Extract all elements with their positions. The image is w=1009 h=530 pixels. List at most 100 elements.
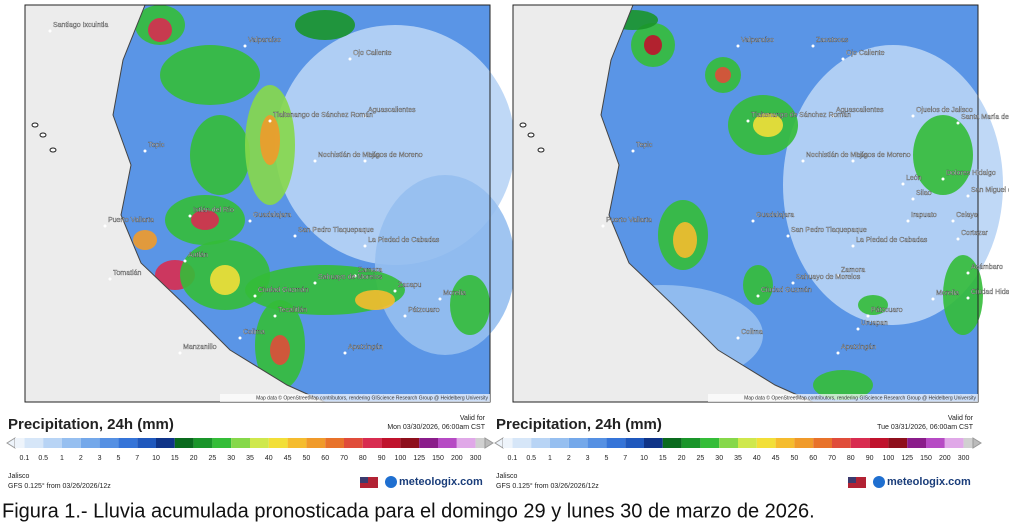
legend-swatch bbox=[344, 438, 363, 448]
legend-swatch bbox=[475, 438, 485, 448]
attribution-bg bbox=[708, 394, 978, 402]
rain-area bbox=[355, 290, 395, 310]
legend-tick: 300 bbox=[470, 455, 482, 462]
legend-swatch bbox=[325, 438, 344, 448]
legend-swatch bbox=[587, 438, 607, 448]
place-label: Ixtlán del Río bbox=[193, 207, 234, 214]
legend-tick: 5 bbox=[604, 455, 608, 462]
place-dot bbox=[343, 351, 347, 355]
place-label: La Piedad de Cabadas bbox=[368, 237, 440, 244]
attribution-bg bbox=[220, 394, 490, 402]
legend-tick: 1 bbox=[548, 455, 552, 462]
rain-area bbox=[295, 10, 355, 40]
legend-tick: 10 bbox=[152, 455, 160, 462]
place-dot bbox=[966, 296, 970, 300]
legend-tick: 25 bbox=[209, 455, 217, 462]
legend-tick: 60 bbox=[321, 455, 329, 462]
legend-swatch bbox=[756, 438, 776, 448]
place-dot bbox=[956, 237, 960, 241]
legend-swatch bbox=[362, 438, 382, 448]
place-dot bbox=[966, 271, 970, 275]
legend-swatch bbox=[438, 438, 457, 448]
place-dot bbox=[631, 149, 635, 153]
place-label: Sahuayo de Morelos bbox=[796, 274, 861, 281]
legend-swatch bbox=[512, 438, 532, 448]
place-label: Valparaíso bbox=[741, 37, 774, 44]
place-dot bbox=[363, 159, 367, 163]
rain-area bbox=[943, 255, 983, 335]
legend-swatch bbox=[681, 438, 701, 448]
place-label: Silao bbox=[916, 190, 932, 197]
rain-area bbox=[190, 115, 250, 195]
rain-area bbox=[450, 275, 490, 335]
place-dot bbox=[363, 114, 367, 118]
place-dot bbox=[601, 224, 605, 228]
legend-swatch bbox=[662, 438, 682, 448]
legend-tick: 0.5 bbox=[526, 455, 536, 462]
place-dot bbox=[791, 281, 795, 285]
legend-swatch bbox=[850, 438, 870, 448]
place-label: San Pedro Tlaquepaque bbox=[791, 227, 867, 234]
place-label: Dolores Hidalgo bbox=[946, 170, 996, 177]
place-label: Tomatlán bbox=[113, 270, 142, 277]
place-label: Lagos de Moreno bbox=[856, 152, 911, 159]
place-dot bbox=[956, 121, 960, 125]
legend-arrow bbox=[494, 437, 504, 449]
place-dot bbox=[243, 44, 247, 48]
legend-tick: 80 bbox=[847, 455, 855, 462]
legend-tick: 90 bbox=[378, 455, 386, 462]
legend-tick: 45 bbox=[772, 455, 780, 462]
rain-area bbox=[743, 265, 773, 305]
place-dot bbox=[363, 244, 367, 248]
rain-area bbox=[270, 335, 290, 365]
place-label: San Miguel de Allende bbox=[971, 187, 1009, 194]
legend-swatch bbox=[926, 438, 945, 448]
legend-swatch bbox=[644, 438, 663, 448]
place-dot bbox=[293, 234, 297, 238]
place-label: Ojo Caliente bbox=[846, 50, 885, 57]
legend-tick: 1 bbox=[60, 455, 64, 462]
rain-area bbox=[375, 175, 515, 355]
place-dot bbox=[786, 234, 790, 238]
brand: meteologix.com bbox=[399, 476, 483, 488]
legend-arrow bbox=[6, 437, 16, 449]
place-dot bbox=[313, 159, 317, 163]
island bbox=[519, 122, 527, 128]
legend-tick: 20 bbox=[190, 455, 198, 462]
place-dot bbox=[746, 119, 750, 123]
legend-tick: 70 bbox=[340, 455, 348, 462]
legend-swatch bbox=[832, 438, 851, 448]
legend-swatch bbox=[231, 438, 250, 448]
rain-area bbox=[783, 45, 1003, 325]
legend-swatch bbox=[174, 438, 194, 448]
legend-tick: 25 bbox=[697, 455, 705, 462]
rain-area bbox=[673, 222, 697, 258]
legend-tick: 35 bbox=[734, 455, 742, 462]
place-label: Guadalajara bbox=[756, 212, 794, 219]
place-label: Irapuato bbox=[911, 212, 937, 219]
legend-tick: 7 bbox=[135, 455, 139, 462]
legend-swatch bbox=[775, 438, 795, 448]
legend-arrow bbox=[972, 437, 982, 449]
place-dot bbox=[801, 159, 805, 163]
rain-area bbox=[913, 115, 973, 195]
legend-tick: 0.1 bbox=[20, 455, 30, 462]
legend-tick: 3 bbox=[586, 455, 590, 462]
place-dot bbox=[831, 114, 835, 118]
valid-date: Mon 03/30/2026, 06:00am CST bbox=[387, 424, 485, 431]
panel: Santiago Ixcuintla Valparaíso Ojo Caliente… bbox=[24, 4, 515, 403]
legend-swatch bbox=[268, 438, 288, 448]
place-dot bbox=[931, 297, 935, 301]
attribution: Map data © OpenStreetMap contributors, r… bbox=[256, 394, 488, 401]
place-dot bbox=[348, 57, 352, 61]
place-label: Ojuelos de Jalisco bbox=[916, 107, 973, 114]
place-label: Apatzingán bbox=[841, 344, 876, 351]
legend-tick: 100 bbox=[395, 455, 407, 462]
place-label: Zamora bbox=[358, 267, 382, 274]
legend-swatch bbox=[907, 438, 926, 448]
island bbox=[49, 147, 57, 153]
island bbox=[537, 147, 545, 153]
legend-swatch bbox=[606, 438, 626, 448]
legend-swatch bbox=[15, 438, 25, 448]
legend-tick: 2 bbox=[79, 455, 83, 462]
